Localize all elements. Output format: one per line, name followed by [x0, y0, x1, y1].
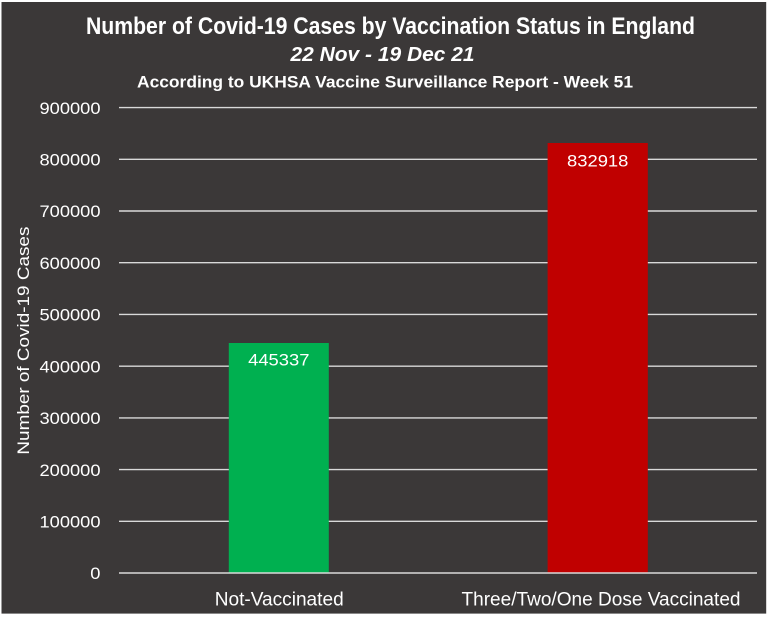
svg-text:200000: 200000 [40, 461, 101, 480]
svg-text:500000: 500000 [40, 306, 101, 325]
svg-text:445337: 445337 [248, 351, 309, 370]
svg-text:900000: 900000 [40, 99, 101, 118]
svg-text:100000: 100000 [40, 513, 101, 532]
svg-text:According to UKHSA Vaccine Sur: According to UKHSA Vaccine Surveillance … [137, 72, 633, 91]
svg-text:800000: 800000 [40, 151, 101, 170]
svg-text:300000: 300000 [40, 409, 101, 428]
svg-text:22 Nov - 19 Dec 21: 22 Nov - 19 Dec 21 [289, 44, 474, 66]
svg-text:600000: 600000 [40, 254, 101, 273]
svg-text:0: 0 [90, 564, 100, 583]
svg-text:832918: 832918 [567, 152, 628, 171]
svg-text:Number of Covid-19 Cases: Number of Covid-19 Cases [14, 227, 33, 455]
svg-text:Not-Vaccinated: Not-Vaccinated [215, 590, 344, 611]
svg-text:400000: 400000 [40, 357, 101, 376]
svg-text:Number of Covid-19 Cases by Va: Number of Covid-19 Cases by Vaccination … [86, 13, 695, 40]
svg-text:Three/Two/One Dose Vaccinated: Three/Two/One Dose Vaccinated [462, 590, 741, 611]
svg-text:700000: 700000 [40, 202, 101, 221]
